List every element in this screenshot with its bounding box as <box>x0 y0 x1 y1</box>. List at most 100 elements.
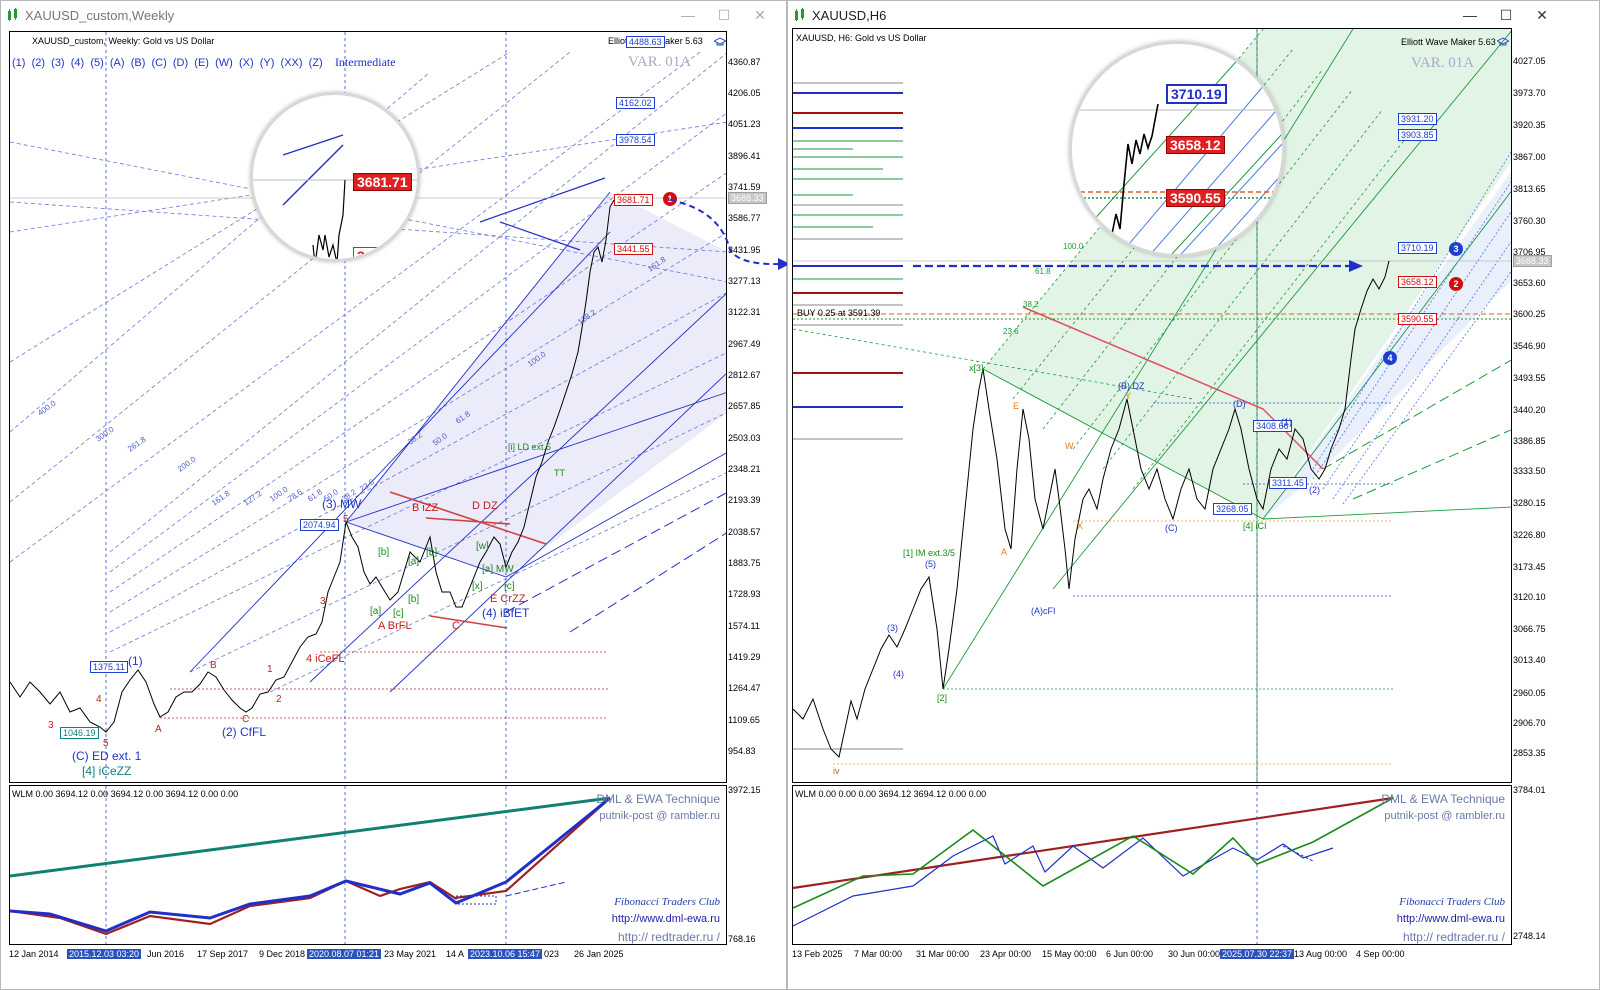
mag-low-3590: 3590.55 <box>1166 189 1225 207</box>
level-1375: 1375.11 <box>90 661 128 673</box>
wave-label-2cffl: (2) CfFL <box>222 725 267 739</box>
wave-d: (D) <box>1233 399 1246 409</box>
wave-x3: x[3] <box>969 363 984 373</box>
wave-W: W <box>1065 441 1074 451</box>
projection-arrows <box>479 177 606 251</box>
left-price-scale[interactable]: 4360.87 4206.05 4051.23 3896.41 3741.59 … <box>728 31 790 783</box>
left-time-scale[interactable]: 12 Jan 2014 2015.12.03 03:20 Jun 2016 17… <box>9 949 624 959</box>
wave-btn-w[interactable]: (W) <box>215 57 233 69</box>
right-title-bar[interactable]: XAUUSD,H6 <box>788 1 1599 29</box>
level-3978: 3978.54 <box>616 134 655 146</box>
wave-btn-3[interactable]: (3) <box>51 57 65 69</box>
wave-btn-z[interactable]: (Z) <box>308 57 323 69</box>
left-wlm-header: WLM 0.00 3694.12 0.00 3694.12 0.00 3694.… <box>12 789 239 799</box>
right-chart-header: XAUUSD, H6: Gold vs US Dollar <box>796 33 927 43</box>
mag-high-label: 3681.71 <box>353 173 412 191</box>
minimize-button[interactable]: — <box>671 1 705 29</box>
maximize-button[interactable]: ☐ <box>707 1 741 29</box>
wave-1: (1) <box>1281 417 1292 427</box>
right-magnifier-zoom: 3710.19 3658.12 3590.55 <box>1069 41 1285 257</box>
right-sig-redtrader[interactable]: http:// redtrader.ru / <box>1402 930 1505 944</box>
marker-3: 3 <box>1449 242 1463 256</box>
svg-text:[a] MW: [a] MW <box>482 564 514 575</box>
svg-text:161.8: 161.8 <box>210 488 232 507</box>
wave-degree-toolbar[interactable]: (1) (2) (3) (4) (5) (A) (B) (C) (D) (E) … <box>12 55 396 70</box>
wave-acfi: (A)cFI <box>1031 606 1056 616</box>
left-sig-redtrader[interactable]: http:// redtrader.ru / <box>617 930 720 944</box>
buy-order-label[interactable]: BUY 0.25 at 3591.39 <box>797 308 881 318</box>
right-sig-email: putnik-post @ rambler.ru <box>1384 810 1505 822</box>
red-triangle-lines <box>389 491 547 629</box>
wave-btn-x[interactable]: (X) <box>238 57 254 69</box>
svg-text:2: 2 <box>276 694 282 705</box>
wave-btn-d[interactable]: (D) <box>172 57 189 69</box>
wave-degree-label[interactable]: Intermediate <box>334 55 396 69</box>
wave-btn-b[interactable]: (B) <box>130 57 146 69</box>
wave-label-c: C <box>452 620 460 632</box>
right-time-scale[interactable]: 13 Feb 2025 7 Mar 00:00 31 Mar 00:00 23 … <box>792 949 1405 959</box>
left-window-title: XAUUSD_custom,Weekly <box>25 7 175 23</box>
right-wlm-header: WLM 0.00 0.00 0.00 3694.12 3694.12 0.00 … <box>795 789 987 799</box>
wave-label-ced: (C) ED ext. 1 <box>72 749 142 763</box>
wave-btn-xx[interactable]: (XX) <box>280 57 303 69</box>
right-indicator-subwindow[interactable]: WLM 0.00 0.00 0.00 3694.12 3694.12 0.00 … <box>792 785 1512 945</box>
level-3903: 3903.85 <box>1398 129 1437 141</box>
minor-wave-labels: 3 4 5 A B C 1 2 3 5 [a] [b] [c] [a] [b] … <box>48 514 515 749</box>
maximize-button[interactable]: ☐ <box>1489 1 1523 29</box>
wave-c: (C) <box>1165 523 1178 533</box>
wave-btn-c[interactable]: (C) <box>151 57 167 69</box>
right-var-label: VAR. 01A <box>1411 55 1475 71</box>
svg-text:38.2: 38.2 <box>1023 300 1039 309</box>
right-main-chart[interactable]: 100.0 61.8 38.2 23.6 XAUUSD, H6: Gold vs… <box>792 28 1512 783</box>
price-line <box>10 199 615 733</box>
wave-btn-4[interactable]: (4) <box>70 57 85 69</box>
svg-text:[b]: [b] <box>378 547 389 558</box>
right-sig-url[interactable]: http://www.dml-ewa.ru <box>1396 913 1505 925</box>
mag-mid-3658: 3658.12 <box>1166 136 1225 154</box>
level-3408: 3408.66 <box>1253 420 1292 432</box>
right-chart-window[interactable]: XAUUSD,H6 — ☐ ✕ <box>787 0 1600 990</box>
chart-header: XAUUSD_custom, Weekly: Gold vs US Dollar <box>32 36 215 46</box>
wave-btn-5[interactable]: (5) <box>90 57 104 69</box>
svg-text:C: C <box>242 714 249 725</box>
wave-label-tt: TT <box>554 468 565 478</box>
svg-text:[b]: [b] <box>408 594 419 605</box>
minimize-icon: — <box>681 7 695 23</box>
left-main-chart[interactable]: 38.2 50.0 61.8 100.0 138.2 161.8 200.0 2… <box>9 31 727 783</box>
svg-text:3: 3 <box>48 720 54 731</box>
right-sub-price-scale: 3784.01 2748.14 <box>1513 785 1546 941</box>
left-sub-price-scale: 3972.15 768.16 <box>728 785 761 944</box>
svg-text:[b]: [b] <box>426 547 437 558</box>
settings-hat-icon[interactable] <box>714 37 726 47</box>
left-sig-email: putnik-post @ rambler.ru <box>599 810 720 822</box>
vertical-markers <box>105 32 507 782</box>
wave-label-abrfl: A BrFL <box>378 620 412 632</box>
wave-E: E <box>1013 401 1020 411</box>
level-1046: 1046.19 <box>60 727 99 739</box>
wave-Y: Y <box>1125 391 1132 401</box>
wave-label-1: (1) <box>128 654 143 668</box>
wave-2b: [2] <box>937 693 948 703</box>
wave-4: (4) <box>893 669 904 679</box>
left-sig-club: Fibonacci Traders Club <box>614 896 720 908</box>
left-title-bar[interactable]: XAUUSD_custom,Weekly <box>1 1 786 29</box>
right-price-scale[interactable]: 4027.05 3973.70 3920.35 3867.00 3813.65 … <box>1513 28 1575 783</box>
left-sig-url[interactable]: http://www.dml-ewa.ru <box>611 913 720 925</box>
minimize-button[interactable]: — <box>1453 1 1487 29</box>
wave-2: (2) <box>1309 485 1320 495</box>
left-chart-window[interactable]: XAUUSD_custom,Weekly — ☐ ✕ <box>0 0 787 990</box>
wave-btn-a[interactable]: (A) <box>109 57 125 69</box>
svg-text:1: 1 <box>267 664 273 675</box>
marker-1: 1 <box>663 192 677 206</box>
wave-btn-e[interactable]: (E) <box>194 57 209 69</box>
wave-btn-2[interactable]: (2) <box>31 57 46 69</box>
wave-btn-y[interactable]: (Y) <box>259 57 275 69</box>
right-wlm-graphics <box>793 786 1394 944</box>
close-button[interactable]: ✕ <box>743 1 777 29</box>
settings-hat-icon[interactable] <box>1497 37 1509 47</box>
level-3441: 3441.55 <box>614 243 653 255</box>
wave-btn-1[interactable]: (1) <box>12 57 26 69</box>
left-indicator-subwindow[interactable]: WLM 0.00 3694.12 0.00 3694.12 0.00 3694.… <box>9 785 727 945</box>
close-button[interactable]: ✕ <box>1525 1 1559 29</box>
wave-label-4ibfet: (4) iBfET <box>482 606 530 620</box>
